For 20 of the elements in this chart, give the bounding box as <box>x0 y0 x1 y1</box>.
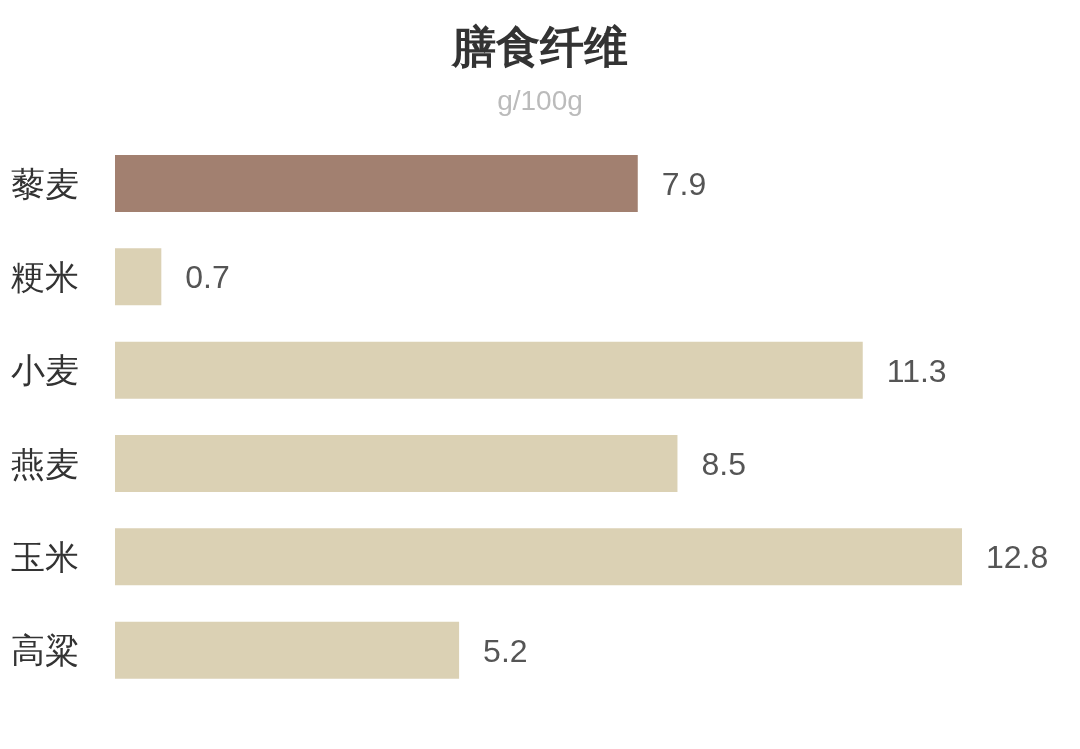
y-tick-label: 玉米 <box>11 537 79 578</box>
y-tick-label: 粳米 <box>11 257 79 298</box>
bar <box>115 435 678 492</box>
data-label: 8.5 <box>701 445 746 482</box>
chart-title: 膳食纤维 <box>450 20 629 74</box>
bar <box>115 621 460 679</box>
data-label: 5.2 <box>483 632 528 669</box>
data-label: 12.8 <box>986 539 1049 576</box>
y-tick-label: 藜麦 <box>11 163 79 204</box>
bar <box>115 155 638 212</box>
y-tick-label: 小麦 <box>11 350 79 391</box>
chart-subtitle: g/100g <box>496 85 584 117</box>
data-label: 7.9 <box>661 165 707 202</box>
bar <box>115 341 863 399</box>
bar <box>115 528 962 586</box>
bar <box>115 248 162 306</box>
y-tick-label: 燕麦 <box>11 443 79 484</box>
y-tick-label: 高粱 <box>11 630 79 671</box>
data-label: 0.7 <box>185 259 230 296</box>
data-label: 11.3 <box>886 352 947 389</box>
